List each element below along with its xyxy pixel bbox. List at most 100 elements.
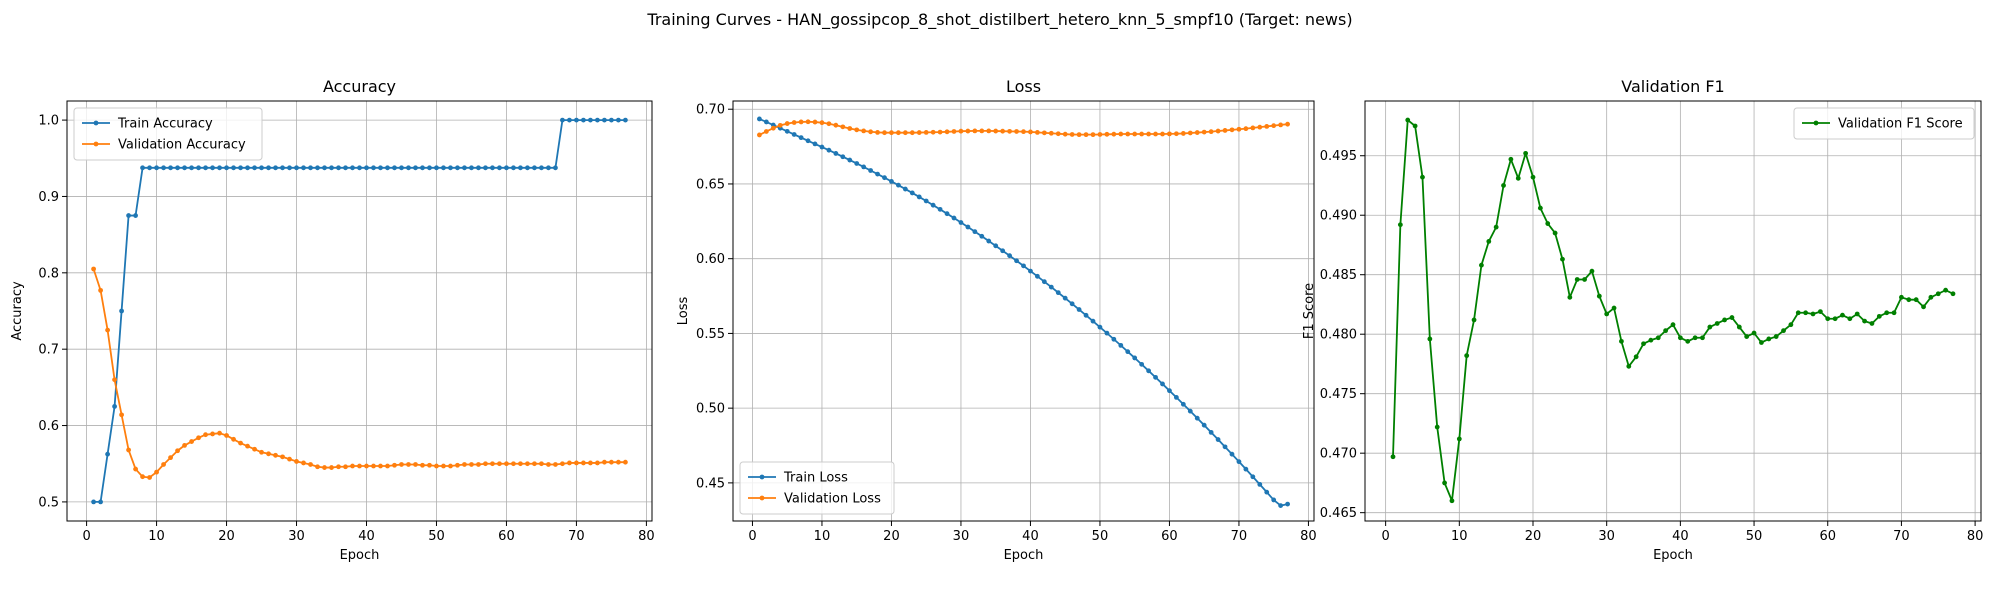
data-point (1537, 205, 1543, 211)
data-point (777, 122, 783, 128)
legend: Train Accuracy Validation Accuracy (73, 107, 263, 161)
legend-swatch-marker (759, 474, 765, 480)
data-point (322, 465, 327, 470)
data-point (757, 132, 762, 138)
data-point (1523, 150, 1529, 156)
data-point (280, 454, 285, 460)
y-axis-label: Accuracy (10, 281, 25, 341)
data-point (567, 117, 572, 123)
data-point (126, 447, 131, 453)
data-point (1160, 131, 1165, 137)
data-point (889, 130, 894, 136)
data-point (336, 165, 341, 171)
data-point (1515, 175, 1521, 181)
data-point (1160, 381, 1165, 387)
legend-frame (73, 107, 263, 161)
data-point (1167, 131, 1172, 137)
data-point (1007, 128, 1012, 134)
data-point (1869, 321, 1875, 326)
subplot-title: Loss (1006, 77, 1041, 96)
data-point (364, 463, 369, 469)
data-point (868, 168, 874, 173)
data-point (1390, 454, 1396, 460)
data-point (1132, 131, 1138, 137)
data-point (238, 165, 243, 171)
data-point (1250, 474, 1256, 480)
subplot-2: 0 10 20 30 40 50 60 70 80 0.45 0.50 0.55 0.60 0.65 0.7… (676, 77, 1317, 563)
data-point (378, 463, 383, 469)
data-point (392, 462, 397, 468)
data-point (1139, 131, 1145, 137)
data-point (1456, 436, 1462, 442)
data-point (140, 474, 145, 480)
data-point (896, 130, 901, 136)
data-point (385, 463, 390, 469)
legend-swatch-marker (93, 141, 99, 147)
data-point (791, 132, 797, 137)
data-point (861, 128, 867, 134)
data-point (427, 462, 432, 468)
data-point (1766, 336, 1772, 342)
data-point (1788, 322, 1794, 328)
y-tick-label: 1.0 (38, 114, 59, 129)
data-point (399, 462, 404, 467)
data-point (965, 224, 971, 230)
data-point (119, 412, 124, 418)
legend-swatch-marker (759, 495, 765, 501)
x-tick-label: 0 (82, 529, 90, 544)
data-point (1759, 340, 1764, 345)
data-point (1582, 277, 1587, 282)
data-point (280, 165, 285, 171)
x-tick-label: 40 (1022, 529, 1039, 544)
data-point (504, 165, 509, 171)
data-point (1055, 290, 1061, 296)
data-point (875, 129, 880, 135)
legend-label: Train Loss (783, 471, 848, 486)
x-tick-label: 30 (288, 529, 305, 544)
data-point (182, 165, 187, 171)
data-point (1104, 330, 1110, 336)
data-point (455, 462, 460, 468)
data-point (1125, 349, 1131, 355)
data-point (847, 157, 853, 163)
data-point (1146, 368, 1151, 374)
data-point (525, 461, 530, 467)
data-point (595, 117, 600, 123)
data-point (623, 459, 628, 465)
data-point (1021, 263, 1026, 269)
data-point (378, 165, 383, 171)
data-point (112, 404, 117, 409)
data-point (161, 462, 166, 467)
data-point (930, 129, 936, 135)
data-point (357, 463, 362, 469)
data-point (1471, 317, 1477, 323)
data-point (588, 117, 593, 123)
data-point (1442, 480, 1447, 486)
data-point (343, 165, 348, 171)
data-point (875, 171, 880, 177)
data-point (1111, 131, 1117, 137)
y-axis-label: F1 Score (1302, 283, 1317, 339)
axes-frame (1364, 100, 1982, 522)
data-point (1187, 408, 1193, 414)
data-point (161, 165, 166, 171)
data-point (805, 138, 811, 144)
data-point (1810, 311, 1816, 317)
data-point (336, 464, 341, 470)
data-point (1243, 466, 1249, 472)
data-point (301, 165, 306, 171)
data-point (182, 443, 187, 448)
data-point (1633, 354, 1639, 360)
data-point (1648, 337, 1654, 343)
data-point (448, 165, 453, 171)
axes-frame (66, 100, 653, 522)
data-point (154, 469, 159, 475)
data-point (1604, 311, 1610, 317)
data-point (497, 165, 502, 171)
legend-swatch-marker (1813, 120, 1819, 126)
data-point (770, 125, 776, 131)
data-point (972, 128, 978, 134)
data-point (1055, 131, 1061, 137)
data-point (819, 144, 825, 150)
data-point (532, 461, 537, 467)
